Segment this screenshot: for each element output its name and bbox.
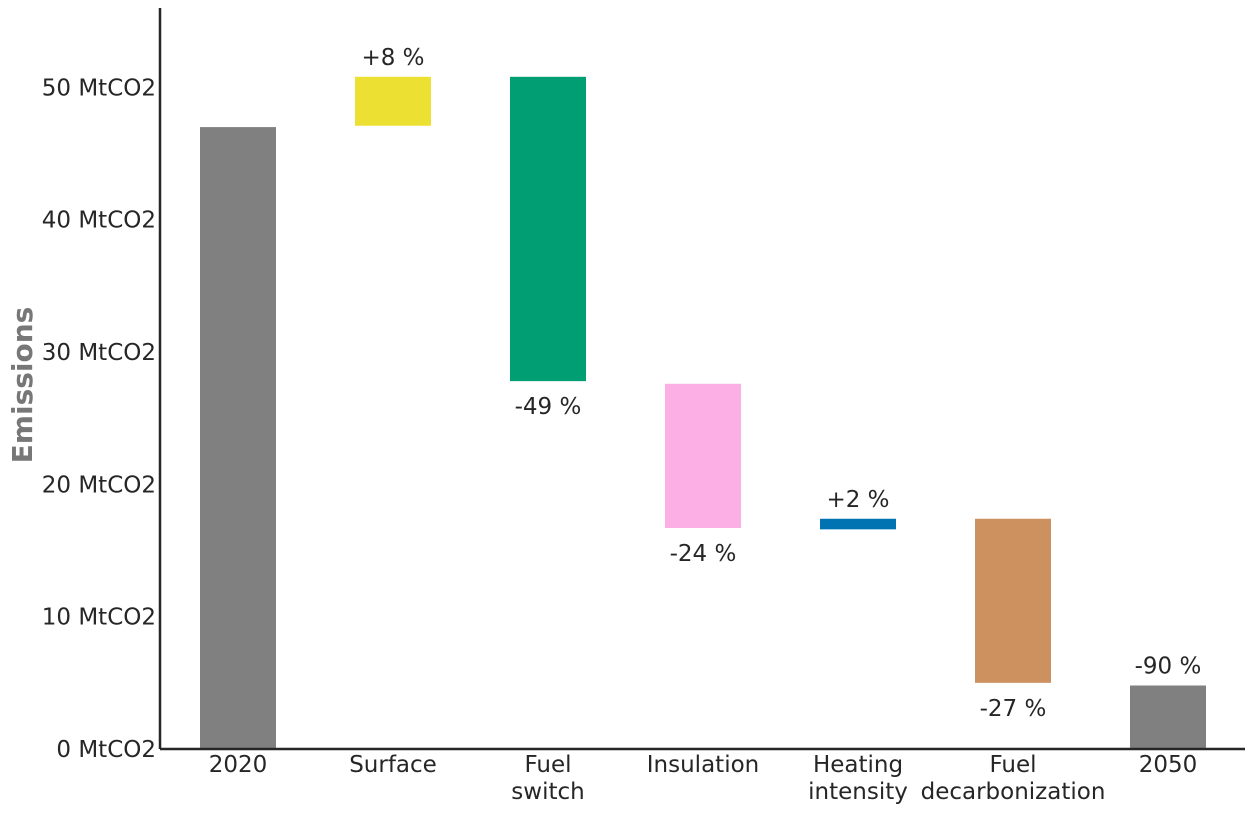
y-tick-label: 0 MtCO2 bbox=[56, 737, 156, 763]
y-axis-title: Emissions bbox=[6, 307, 39, 464]
y-tick-label: 50 MtCO2 bbox=[42, 75, 156, 101]
x-category-label: Heating intensity bbox=[808, 752, 908, 805]
x-category-label: 2020 bbox=[209, 752, 268, 778]
waterfall-bar bbox=[1130, 685, 1206, 749]
bar-data-label: -24 % bbox=[670, 541, 737, 567]
waterfall-bar bbox=[820, 518, 896, 530]
x-category-label: Surface bbox=[349, 752, 437, 778]
bar-data-label: +8 % bbox=[361, 45, 424, 71]
bar-data-label: -90 % bbox=[1135, 653, 1202, 679]
waterfall-bar bbox=[665, 383, 741, 529]
waterfall-bar bbox=[200, 127, 276, 749]
x-category-label: Fuel switch bbox=[511, 752, 584, 805]
waterfall-bar bbox=[975, 518, 1051, 683]
bar-data-label: +2 % bbox=[826, 487, 889, 513]
x-category-label: Fuel decarbonization bbox=[921, 752, 1106, 805]
x-category-label: Insulation bbox=[647, 752, 759, 778]
y-tick-label: 20 MtCO2 bbox=[42, 472, 156, 498]
waterfall-bar bbox=[510, 76, 586, 382]
waterfall-bar bbox=[355, 76, 431, 126]
y-tick-label: 40 MtCO2 bbox=[42, 208, 156, 234]
bar-data-label: -27 % bbox=[980, 696, 1047, 722]
bar-data-label: -49 % bbox=[515, 394, 582, 420]
x-category-label: 2050 bbox=[1139, 752, 1198, 778]
bars-layer bbox=[200, 76, 1206, 749]
data-labels-layer: +8 % -49 % -24 % +2 % -27 % -90 % bbox=[361, 45, 1201, 722]
y-tick-label: 10 MtCO2 bbox=[42, 605, 156, 631]
x-categories-layer: 2020 Surface Fuel switch Insulation Heating in… bbox=[209, 752, 1198, 805]
y-tick-label: 30 MtCO2 bbox=[42, 340, 156, 366]
y-ticks-layer: 0 MtCO2 10 MtCO2 20 MtCO2 30 MtCO2 40 MtCO2 5… bbox=[42, 75, 156, 763]
